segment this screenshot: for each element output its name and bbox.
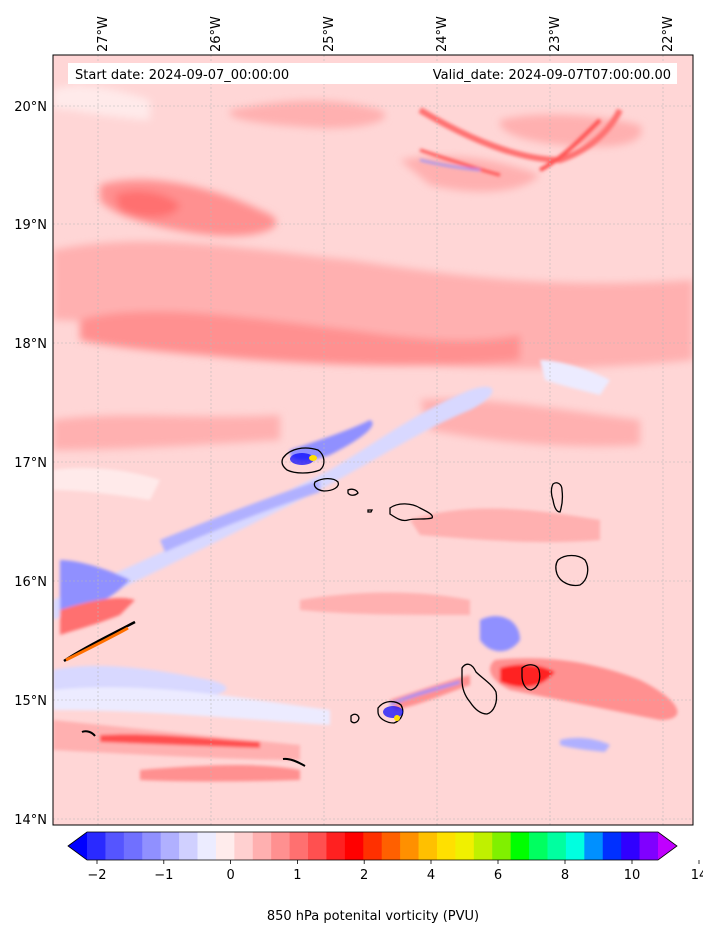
colorbar-segment xyxy=(215,832,235,860)
map-area: Start date: 2024-09-07_00:00:00 Valid_da… xyxy=(53,55,693,825)
island-maio xyxy=(521,664,541,691)
colorbar-tick-label: 10 xyxy=(624,868,641,883)
colorbar-segment xyxy=(547,832,567,860)
colorbar-segment xyxy=(344,832,364,860)
colorbar-segment xyxy=(418,832,438,860)
island-santo-antao xyxy=(281,447,325,474)
colorbar-segment xyxy=(529,832,548,860)
island-boa-vista xyxy=(555,554,589,587)
colorbar-extend-low xyxy=(68,832,87,860)
island-santa-luzia xyxy=(347,488,359,496)
pv-field-northern-bands xyxy=(53,85,693,450)
colorbar: −2 −1 0 1 2 4 6 8 10 14 850 hPa potenital vortici… xyxy=(67,831,703,924)
colorbar-segment xyxy=(234,832,254,860)
colorbar-tick-label: 0 xyxy=(226,868,234,883)
colorbar-segment xyxy=(621,832,641,860)
colorbar-segment xyxy=(565,832,585,860)
lon-label-22w: 22°W xyxy=(661,16,676,52)
map-frame xyxy=(52,54,694,826)
colorbar-segment xyxy=(105,832,125,860)
island-sal xyxy=(550,482,564,513)
colorbar-tick-label: 14 xyxy=(691,868,703,883)
colorbar-segment xyxy=(436,832,456,860)
lat-label-16n: 16°N xyxy=(14,575,47,590)
island-santiago xyxy=(461,663,498,715)
lat-label-15n: 15°N xyxy=(14,694,47,709)
start-date-label: Start date: 2024-09-07_00:00:00 xyxy=(75,68,289,83)
colorbar-segment xyxy=(252,832,272,860)
colorbar-segment xyxy=(308,832,327,860)
colorbar-tick-label: 4 xyxy=(427,868,435,883)
colorbar-segment xyxy=(123,832,143,860)
island-sao-nicolau xyxy=(389,503,434,522)
island-fogo xyxy=(377,700,404,724)
colorbar-tick-label: −2 xyxy=(87,868,106,883)
latitude-axis: 20°N 19°N 18°N 17°N 16°N 15°N 14°N xyxy=(14,100,47,828)
colorbar-segment xyxy=(381,832,401,860)
colorbar-segment xyxy=(271,832,291,860)
colorbar-segment xyxy=(602,832,622,860)
lat-label-19n: 19°N xyxy=(14,218,47,233)
colorbar-segment xyxy=(639,832,659,860)
coast-segment-west-2 xyxy=(81,730,96,737)
lon-label-24w: 24°W xyxy=(435,16,450,52)
coast-segment-west-3 xyxy=(282,757,306,767)
lat-label-17n: 17°N xyxy=(14,456,47,471)
colorbar-segment xyxy=(142,832,162,860)
colorbar-segment xyxy=(455,832,475,860)
island-highlights xyxy=(65,453,403,721)
colorbar-segment xyxy=(289,832,309,860)
colorbar-extend-high xyxy=(658,832,677,860)
island-outlines xyxy=(63,447,589,767)
lon-label-27w: 27°W xyxy=(96,16,111,52)
colorbar-segment xyxy=(179,832,199,860)
colorbar-outline xyxy=(67,831,678,861)
info-bar: Start date: 2024-09-07_00:00:00 Valid_da… xyxy=(68,63,677,84)
colorbar-tick-label: 1 xyxy=(293,868,301,883)
colorbar-tick-label: −1 xyxy=(154,868,173,883)
colorbar-segment xyxy=(473,832,493,860)
colorbar-segment xyxy=(326,832,346,860)
lat-label-14n: 14°N xyxy=(14,813,47,828)
lon-label-23w: 23°W xyxy=(548,16,563,52)
lat-label-18n: 18°N xyxy=(14,337,47,352)
colorbar-tick-label: 8 xyxy=(561,868,569,883)
colorbar-segment xyxy=(584,832,604,860)
colorbar-segment xyxy=(160,832,180,860)
colorbar-segment xyxy=(197,832,217,860)
colorbar-title: 850 hPa potenital vorticity (PVU) xyxy=(267,909,479,924)
lon-label-25w: 25°W xyxy=(322,16,337,52)
lon-label-26w: 26°W xyxy=(209,16,224,52)
colorbar-segment xyxy=(510,832,530,860)
lat-label-20n: 20°N xyxy=(14,100,47,115)
longitude-axis: 27°W 26°W 25°W 24°W 23°W 22°W xyxy=(96,16,676,52)
island-branco xyxy=(367,509,374,513)
colorbar-segments xyxy=(68,832,677,860)
island-brava xyxy=(350,713,360,724)
colorbar-tick-label: 2 xyxy=(360,868,368,883)
colorbar-segment xyxy=(400,832,420,860)
colorbar-segment xyxy=(492,832,512,860)
colorbar-segment xyxy=(363,832,383,860)
colorbar-tick-label: 6 xyxy=(494,868,502,883)
pv-field-island-wakes xyxy=(53,107,678,782)
island-sao-vicente xyxy=(313,477,339,492)
colorbar-segment xyxy=(87,832,106,860)
gridlines xyxy=(53,55,693,825)
valid-date-label: Valid_date: 2024-09-07T07:00:00.00 xyxy=(433,68,671,83)
colorbar-ticks: −2 −1 0 1 2 4 6 8 10 14 xyxy=(87,860,703,883)
